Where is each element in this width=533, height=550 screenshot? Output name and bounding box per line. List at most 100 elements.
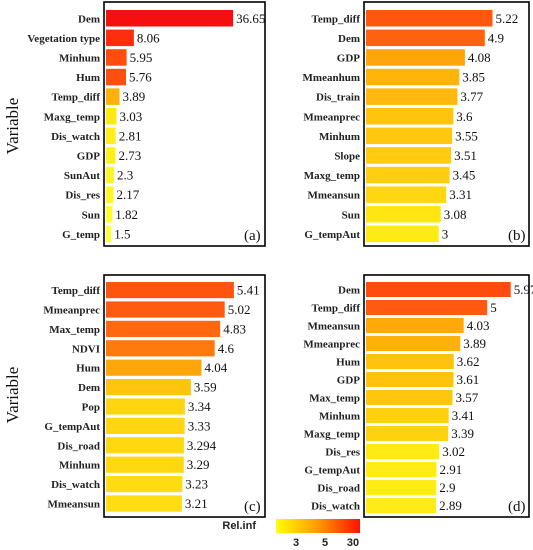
category-label: Mmeanprec — [303, 111, 360, 123]
value-label: 3.45 — [453, 168, 476, 183]
bar-slope — [366, 147, 452, 164]
value-label: 3.77 — [460, 89, 483, 104]
bar-hum — [106, 68, 126, 86]
value-label: 5.02 — [228, 302, 251, 317]
bar-maxg-temp — [366, 426, 449, 441]
value-label: 3.61 — [457, 372, 480, 387]
value-label: 5.76 — [129, 70, 152, 85]
value-label: 5.97 — [514, 282, 533, 297]
value-label: 3.39 — [451, 426, 474, 441]
bar-dis-watch — [106, 127, 116, 145]
value-label: 3.23 — [185, 477, 208, 492]
value-label: 2.17 — [117, 187, 140, 202]
bar-max-temp — [366, 390, 453, 405]
value-label: 3.6 — [456, 109, 473, 124]
value-label: 3.29 — [187, 457, 210, 472]
bar-gdp — [106, 147, 116, 164]
category-label: Hum — [336, 357, 360, 369]
value-label: 3.02 — [442, 444, 465, 459]
category-label: Dis_road — [57, 440, 100, 452]
category-label: GDP — [337, 375, 361, 387]
bar-vegetation-type — [106, 29, 134, 47]
legend-tick-high: 30 — [347, 537, 359, 549]
bar-mmeansun — [106, 495, 182, 512]
y-axis-label-top: Variable — [3, 98, 22, 155]
category-label: Mmeanprec — [303, 339, 360, 351]
value-label: 3.62 — [457, 354, 480, 369]
value-label: 3.31 — [449, 187, 472, 202]
value-label: 2.73 — [119, 148, 142, 163]
category-label: Slope — [334, 150, 360, 162]
panel-a: Dem 36.65 Vegetation type 8.06 Minhum 5.95 Hum… — [27, 10, 265, 243]
category-label: Maxg_temp — [304, 429, 360, 441]
bar-sunaut — [106, 166, 114, 184]
category-label: GDP — [337, 52, 361, 64]
category-label: Max_temp — [309, 393, 360, 405]
value-label: 2.81 — [119, 128, 142, 143]
legend-tick-mid: 5 — [322, 537, 328, 549]
legend: Rel.inf 3 5 30 — [222, 519, 360, 549]
panel-tag-b: (b) — [508, 228, 526, 244]
value-label: 2.3 — [117, 168, 133, 183]
category-label: Minhum — [59, 460, 100, 472]
value-label: 5.95 — [130, 50, 153, 65]
category-label: GDP — [77, 150, 101, 162]
value-label: 3.33 — [188, 418, 211, 433]
category-label: Temp_diff — [312, 303, 361, 315]
value-label: 3.59 — [194, 380, 217, 395]
value-label: 3.55 — [455, 128, 478, 143]
category-label: Minhum — [319, 411, 360, 423]
panel-frame-a — [103, 1, 266, 247]
category-label: NDVI — [72, 343, 100, 355]
category-label: Temp_diff — [52, 285, 101, 297]
bar-ndvi — [106, 340, 215, 357]
legend-tick-low: 3 — [293, 537, 299, 549]
category-label: Maxg_temp — [304, 170, 360, 182]
category-label: Mmeansun — [307, 190, 360, 202]
bar-mmeanprec — [366, 108, 454, 125]
value-label: 2.91 — [440, 462, 463, 477]
bar-dis-res — [106, 186, 114, 203]
bar-dis-watch — [106, 476, 183, 493]
category-label: Sun — [82, 209, 100, 221]
legend-colorbar — [276, 519, 360, 533]
panel-frame-c — [103, 274, 266, 518]
bar-dis-road — [366, 480, 437, 495]
value-label: 3.57 — [456, 390, 479, 405]
value-label: 4.08 — [468, 50, 491, 65]
category-label: Pop — [82, 402, 100, 414]
value-label: 3.03 — [120, 109, 143, 124]
value-label: 4.83 — [223, 321, 246, 336]
category-label: G_tempAut — [304, 465, 360, 477]
category-label: Dem — [338, 33, 360, 45]
legend-title: Rel.inf — [222, 520, 256, 532]
value-label: 36.65 — [236, 11, 265, 26]
panel-tag-a: (a) — [244, 228, 261, 244]
panel-frame-d — [363, 274, 530, 518]
category-label: Dem — [78, 13, 100, 25]
category-label: Hum — [76, 363, 100, 375]
bar-mmeanprec — [106, 301, 225, 318]
bar-dis-train — [366, 88, 458, 105]
category-label: G_temp — [62, 229, 100, 241]
category-label: Temp_diff — [52, 92, 101, 104]
y-axis-label-bottom: Variable — [3, 367, 22, 424]
bar-max-temp — [106, 320, 221, 337]
bar-minhum — [366, 408, 449, 423]
category-label: Mmeansun — [47, 499, 100, 511]
value-label: 3.21 — [185, 496, 208, 511]
panel-d: Dem 5.97 Temp_diff 5 Mmeansun 4.03 Mmeanprec 3.… — [303, 282, 533, 513]
bar-pop — [106, 398, 185, 415]
value-label: 3.51 — [454, 148, 477, 163]
category-label: Dis_watch — [51, 131, 100, 143]
category-label: Dis_train — [316, 92, 360, 104]
bar-maxg-temp — [106, 108, 117, 125]
panel-tag-d: (d) — [508, 499, 526, 515]
category-label: Minhum — [59, 52, 100, 64]
bar-temp-diff — [106, 282, 234, 299]
category-label: G_tempAut — [304, 229, 360, 241]
bar-g-tempaut — [366, 462, 437, 477]
bar-dem — [106, 379, 191, 396]
panel-tag-c: (c) — [244, 499, 261, 515]
